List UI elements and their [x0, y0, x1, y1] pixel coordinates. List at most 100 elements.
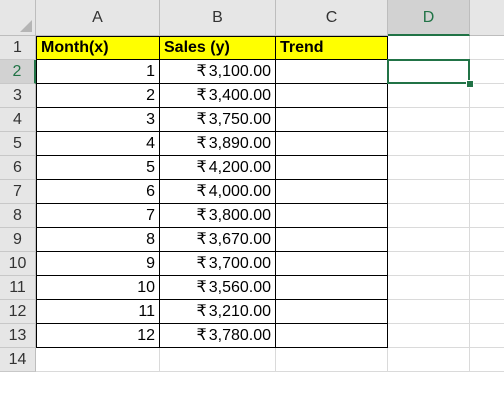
cell-d7[interactable] [388, 180, 470, 204]
cell-b4[interactable]: ₹3,750.00 [160, 108, 276, 132]
cell-b2[interactable]: ₹3,100.00 [160, 60, 276, 84]
cell-d4[interactable] [388, 108, 470, 132]
sales-value: 3,890.00 [208, 135, 271, 152]
cell-c2[interactable] [276, 60, 388, 84]
month-value: 4 [146, 135, 155, 152]
sales-value: 3,750.00 [208, 111, 271, 128]
month-value: 9 [146, 255, 155, 272]
cell-d3[interactable] [388, 84, 470, 108]
select-all-corner[interactable] [0, 0, 36, 36]
cell-d14[interactable] [388, 348, 470, 372]
cell-a6[interactable]: 5 [36, 156, 160, 180]
row-header-5[interactable]: 5 [0, 132, 36, 156]
cell-a4[interactable]: 3 [36, 108, 160, 132]
cell-b12[interactable]: ₹3,210.00 [160, 300, 276, 324]
column-header-d[interactable]: D [388, 0, 470, 36]
row-header-7[interactable]: 7 [0, 180, 36, 204]
cell-a5[interactable]: 4 [36, 132, 160, 156]
cell-b3[interactable]: ₹3,400.00 [160, 84, 276, 108]
table-header-label: Month(x) [41, 39, 109, 56]
row-header-10[interactable]: 10 [0, 252, 36, 276]
cell-b5[interactable]: ₹3,890.00 [160, 132, 276, 156]
month-value: 8 [146, 231, 155, 248]
cell-stub [470, 204, 504, 228]
cell-d10[interactable] [388, 252, 470, 276]
cell-b8[interactable]: ₹3,800.00 [160, 204, 276, 228]
cell-d8[interactable] [388, 204, 470, 228]
row-header-9[interactable]: 9 [0, 228, 36, 252]
fill-handle[interactable] [466, 80, 474, 88]
cell-a7[interactable]: 6 [36, 180, 160, 204]
cell-b9[interactable]: ₹3,670.00 [160, 228, 276, 252]
cell-d12[interactable] [388, 300, 470, 324]
cell-d11[interactable] [388, 276, 470, 300]
cell-a14[interactable] [36, 348, 160, 372]
cell-d13[interactable] [388, 324, 470, 348]
rupee-symbol: ₹ [196, 135, 207, 152]
cell-a10[interactable]: 9 [36, 252, 160, 276]
cell-c6[interactable] [276, 156, 388, 180]
cell-a9[interactable]: 8 [36, 228, 160, 252]
cell-b6[interactable]: ₹4,200.00 [160, 156, 276, 180]
month-value: 7 [146, 207, 155, 224]
cell-c4[interactable] [276, 108, 388, 132]
table-header-a[interactable]: Month(x) [36, 36, 160, 60]
cell-b7[interactable]: ₹4,000.00 [160, 180, 276, 204]
cell-a8[interactable]: 7 [36, 204, 160, 228]
row-header-8[interactable]: 8 [0, 204, 36, 228]
cell-c13[interactable] [276, 324, 388, 348]
cell-c5[interactable] [276, 132, 388, 156]
cell-d9[interactable] [388, 228, 470, 252]
active-cell-selection[interactable] [387, 59, 470, 84]
sales-value: 3,800.00 [208, 207, 271, 224]
cell-c12[interactable] [276, 300, 388, 324]
month-value: 3 [146, 111, 155, 128]
cell-a12[interactable]: 11 [36, 300, 160, 324]
row-header-12[interactable]: 12 [0, 300, 36, 324]
cell-a3[interactable]: 2 [36, 84, 160, 108]
row-header-14[interactable]: 14 [0, 348, 36, 372]
cell-stub [470, 276, 504, 300]
cell-c3[interactable] [276, 84, 388, 108]
cell-c8[interactable] [276, 204, 388, 228]
cell-stub [470, 348, 504, 372]
cell-b13[interactable]: ₹3,780.00 [160, 324, 276, 348]
sales-value: 3,560.00 [208, 279, 271, 296]
table-header-b[interactable]: Sales (y) [160, 36, 276, 60]
cell-d1[interactable] [388, 36, 470, 60]
row-header-13[interactable]: 13 [0, 324, 36, 348]
column-header-a[interactable]: A [36, 0, 160, 36]
cell-c7[interactable] [276, 180, 388, 204]
cell-stub [470, 36, 504, 60]
row-header-3[interactable]: 3 [0, 84, 36, 108]
rupee-symbol: ₹ [196, 87, 207, 104]
rupee-symbol: ₹ [196, 63, 207, 80]
row-header-6[interactable]: 6 [0, 156, 36, 180]
cell-stub [470, 300, 504, 324]
cell-a2[interactable]: 1 [36, 60, 160, 84]
column-header-b[interactable]: B [160, 0, 276, 36]
rupee-symbol: ₹ [196, 231, 207, 248]
cell-c14[interactable] [276, 348, 388, 372]
row-header-1[interactable]: 1 [0, 36, 36, 60]
sales-value: 3,100.00 [208, 63, 271, 80]
cell-b10[interactable]: ₹3,700.00 [160, 252, 276, 276]
table-header-c[interactable]: Trend [276, 36, 388, 60]
rupee-symbol: ₹ [196, 159, 207, 176]
row-header-4[interactable]: 4 [0, 108, 36, 132]
column-header-c[interactable]: C [276, 0, 388, 36]
cell-a11[interactable]: 10 [36, 276, 160, 300]
cell-stub [470, 60, 504, 84]
cell-a13[interactable]: 12 [36, 324, 160, 348]
row-header-11[interactable]: 11 [0, 276, 36, 300]
cell-c9[interactable] [276, 228, 388, 252]
cell-b14[interactable] [160, 348, 276, 372]
row-header-2[interactable]: 2 [0, 60, 36, 84]
cell-d5[interactable] [388, 132, 470, 156]
cell-c10[interactable] [276, 252, 388, 276]
table-header-label: Sales (y) [164, 39, 230, 56]
cell-b11[interactable]: ₹3,560.00 [160, 276, 276, 300]
cell-d6[interactable] [388, 156, 470, 180]
cell-c11[interactable] [276, 276, 388, 300]
